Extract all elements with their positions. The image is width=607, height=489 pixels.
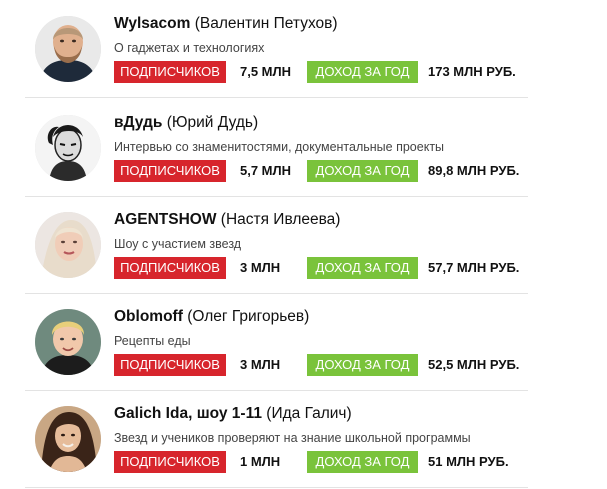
list-item: AGENTSHOW (Настя Ивлеева) Шоу с участием… [25,196,528,294]
channel-description: Шоу с участием звезд [114,237,242,251]
list-item: Oblomoff (Олег Григорьев) Рецепты еды ПО… [25,293,528,391]
blond-man-avatar [35,309,101,375]
subscribers-value: 3 МЛН [240,357,281,372]
person-name: (Ида Галич) [266,405,352,422]
channel-name: Wylsacom [114,15,191,32]
income-value: 89,8 МЛН РУБ. [428,163,520,178]
blogger-name-line: Wylsacom (Валентин Петухов) [114,14,338,34]
income-value: 173 МЛН РУБ. [428,64,516,79]
list-item: вДудь (Юрий Дудь) Интервью со знаменитос… [25,99,528,197]
bearded-man-avatar [35,16,101,82]
subscribers-badge: ПОДПИСЧИКОВ [114,61,226,83]
subscribers-badge: ПОДПИСЧИКОВ [114,354,226,376]
person-name: (Юрий Дудь) [166,114,259,131]
sketched-man-avatar [35,115,101,181]
income-badge: ДОХОД ЗА ГОД [307,257,418,279]
blonde-woman-avatar [35,212,101,278]
channel-description: Рецепты еды [114,334,191,348]
subscribers-value: 5,7 МЛН [240,163,292,178]
channel-description: Звезд и учеников проверяют на знание шко… [114,431,471,445]
channel-description: Интервью со знаменитостями, документальн… [114,140,445,154]
income-badge: ДОХОД ЗА ГОД [307,160,418,182]
channel-name: AGENTSHOW [114,211,217,228]
channel-description: О гаджетах и технологиях [114,41,265,55]
person-name: (Валентин Петухов) [194,15,338,32]
subscribers-value: 7,5 МЛН [240,64,292,79]
dark-haired-woman-avatar [35,406,101,472]
person-name: (Настя Ивлеева) [220,211,341,228]
list-item: Wylsacom (Валентин Петухов) О гаджетах и… [25,0,528,98]
channel-name: Oblomoff [114,308,183,325]
subscribers-badge: ПОДПИСЧИКОВ [114,451,226,473]
channel-name: Galich Ida, шоу 1-11 [114,405,262,422]
list-item: Galich Ida, шоу 1-11 (Ида Галич) Звезд и… [25,390,528,488]
blogger-name-line: вДудь (Юрий Дудь) [114,113,258,133]
blogger-name-line: Galich Ida, шоу 1-11 (Ида Галич) [114,404,352,424]
income-value: 52,5 МЛН РУБ. [428,357,520,372]
subscribers-badge: ПОДПИСЧИКОВ [114,257,226,279]
subscribers-value: 3 МЛН [240,260,281,275]
income-badge: ДОХОД ЗА ГОД [307,451,418,473]
income-badge: ДОХОД ЗА ГОД [307,354,418,376]
channel-name: вДудь [114,114,163,131]
income-value: 57,7 МЛН РУБ. [428,260,520,275]
subscribers-value: 1 МЛН [240,454,281,469]
blogger-name-line: Oblomoff (Олег Григорьев) [114,307,309,327]
income-value: 51 МЛН РУБ. [428,454,509,469]
person-name: (Олег Григорьев) [187,308,310,325]
income-badge: ДОХОД ЗА ГОД [307,61,418,83]
blogger-name-line: AGENTSHOW (Настя Ивлеева) [114,210,340,230]
subscribers-badge: ПОДПИСЧИКОВ [114,160,226,182]
